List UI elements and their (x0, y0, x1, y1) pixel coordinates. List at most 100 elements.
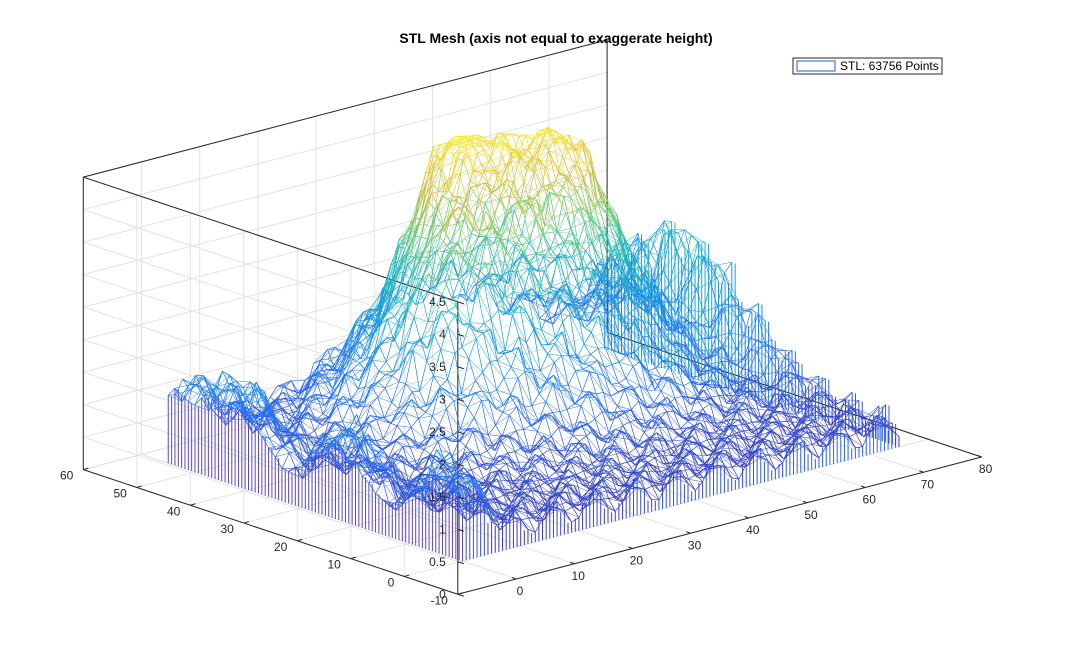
mesh-edge (195, 375, 204, 385)
mesh-edge (466, 300, 474, 302)
mesh-edge (581, 309, 589, 322)
mesh-edge (281, 452, 290, 469)
mesh-edge (456, 200, 464, 206)
mesh-edge (567, 149, 576, 151)
mesh-edge (442, 200, 450, 227)
mesh-edge (407, 289, 415, 310)
mesh-edge (188, 401, 196, 406)
mesh-edge (181, 394, 189, 402)
mesh-edge (231, 408, 246, 420)
mesh-edge (508, 261, 517, 284)
mesh-edge (630, 232, 639, 246)
mesh-edge (273, 409, 282, 415)
mesh-edge (744, 303, 759, 312)
mesh-edge (319, 363, 327, 372)
mesh-edge (429, 251, 444, 289)
mesh-edge (513, 276, 522, 293)
mesh-edge (565, 269, 573, 281)
mesh-edge (338, 367, 346, 376)
mesh-edge (324, 368, 339, 384)
mesh-edge (515, 261, 530, 265)
mesh-edge (535, 191, 550, 219)
mesh-edge (472, 266, 481, 272)
mesh-edge (471, 233, 479, 237)
mesh-edge (346, 351, 355, 367)
mesh-edge (223, 402, 232, 410)
mesh-edge (475, 140, 483, 144)
mesh-edge (544, 286, 552, 308)
mesh-edge (565, 280, 580, 290)
mesh-edge (464, 233, 472, 254)
mesh-edge (415, 301, 424, 305)
mesh-edge (295, 398, 304, 421)
mesh-edge (459, 151, 475, 172)
mesh-edge (551, 286, 559, 290)
mesh-edge (197, 384, 212, 390)
mesh-edge (345, 341, 361, 355)
mesh-edge (309, 393, 317, 397)
mesh-edge (462, 281, 471, 323)
mesh-edge (538, 393, 547, 403)
mesh-edge (326, 363, 335, 371)
grid-line (83, 331, 608, 471)
mesh-edge (530, 296, 538, 302)
grid-line (136, 349, 661, 488)
mesh-edge (282, 391, 291, 399)
mesh-edge (310, 401, 325, 406)
mesh-edge (412, 390, 420, 393)
mesh-edge (535, 253, 544, 256)
mesh-edge (331, 368, 340, 395)
mesh-edge (303, 378, 312, 390)
mesh-edge (406, 317, 415, 343)
mesh-edge (601, 288, 610, 302)
mesh-edge (253, 424, 262, 431)
mesh-edge (302, 396, 310, 404)
grid-line (83, 201, 608, 341)
mesh-edge (339, 342, 348, 373)
mesh-edge (208, 395, 216, 399)
mesh-edge (465, 294, 474, 302)
mesh-edge (303, 378, 312, 399)
mesh-edge (437, 441, 453, 458)
mesh-edge (503, 378, 511, 395)
mesh-edge (334, 346, 342, 351)
mesh-edge (398, 356, 407, 382)
mesh-edge (188, 388, 203, 402)
mesh-edge (657, 221, 672, 231)
mesh-edge (362, 308, 370, 313)
mesh-edge (218, 406, 227, 426)
mesh-edge (743, 308, 752, 336)
mesh-edge (208, 371, 223, 399)
mesh-edge (527, 170, 535, 201)
mesh-edge (499, 180, 507, 200)
mesh-edge (295, 396, 310, 412)
mesh-edge (214, 395, 223, 407)
mesh-edge (382, 295, 391, 304)
mesh-edge (484, 182, 492, 193)
mesh-edge (208, 397, 217, 412)
mesh-edge (383, 264, 392, 296)
mesh-edge (357, 367, 366, 390)
mesh-edge (319, 370, 334, 372)
mesh-edge (435, 288, 443, 295)
mesh-edge (441, 311, 456, 315)
mesh-edge (283, 384, 299, 398)
mesh-edge (363, 313, 372, 321)
mesh-edge (225, 402, 233, 426)
mesh-edge (229, 375, 244, 396)
mesh-edge (339, 351, 355, 373)
mesh-edge (251, 419, 260, 425)
mesh-edge (312, 363, 327, 376)
mesh-edge (360, 325, 369, 342)
mesh-edge (217, 401, 226, 416)
mesh-edge (449, 219, 465, 243)
mesh-edge (305, 364, 320, 381)
mesh-edge (509, 298, 518, 312)
mesh-edge (564, 254, 572, 258)
mesh-edge (455, 136, 462, 140)
mesh-edge (283, 398, 291, 401)
mesh-edge (470, 187, 479, 200)
mesh-edge (269, 385, 278, 398)
mesh-edge (483, 322, 491, 330)
